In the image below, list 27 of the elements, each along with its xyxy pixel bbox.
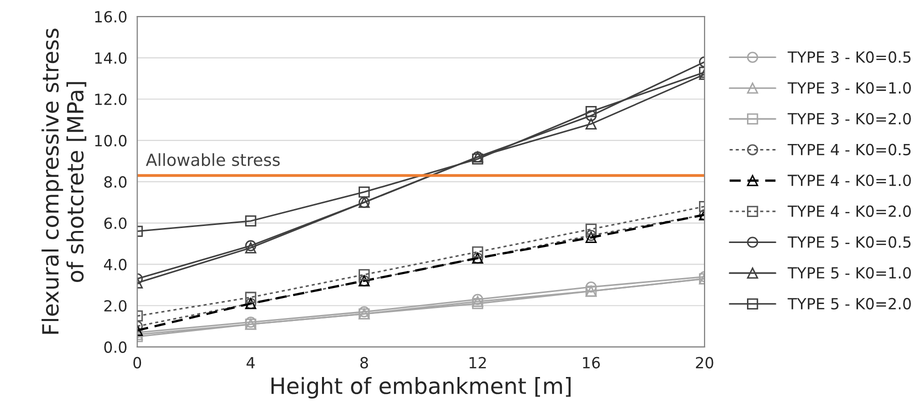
x-tick-label: 4 [246,357,255,368]
legend-label: TYPE 4 - K0=0.5 [788,144,911,156]
y-tick-label: 8.0 [104,176,127,188]
y-tick-label: 6.0 [104,217,127,230]
x-tick-label: 8 [360,356,368,368]
y-tick-label: 10.0 [95,134,127,146]
ref-line-label: Allowable stress [146,153,280,166]
legend-label: TYPE 3 - K0=2.0 [788,112,911,124]
y-tick-label: 12.0 [95,94,127,106]
x-tick-label: 0 [133,356,142,368]
x-tick-label: 20 [696,356,714,368]
x-tick-label: 16 [583,356,600,368]
legend-label: TYPE 3 - K0=0.5 [788,51,911,63]
y-tick-label: 16.0 [95,10,127,23]
legend-label: TYPE 5 - K0=1.0 [788,267,911,279]
x-axis-title: Height of embankment [m] [271,376,571,398]
y-axis-title: Flexural compressive stress of shotcrete [MPa] [42,28,86,334]
y-tick-label: 2.0 [104,300,127,312]
legend-label: TYPE 4 - K0=1.0 [788,174,911,186]
legend-label: TYPE 3 - K0=1.0 [788,82,911,94]
legend-label: TYPE 4 - K0=2.0 [788,205,911,217]
y-tick-label: 0.0 [104,341,127,353]
x-tick-label: 12 [470,356,486,368]
legend-label: TYPE 5 - K0=2.0 [788,298,911,310]
y-tick-label: 4.0 [104,258,127,270]
legend-label: TYPE 5 - K0=0.5 [788,236,911,248]
y-tick-label: 14.0 [95,52,127,64]
